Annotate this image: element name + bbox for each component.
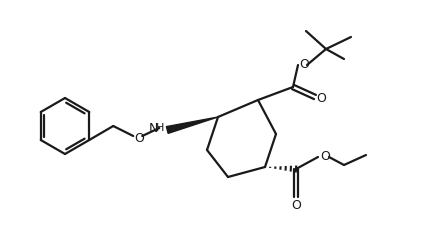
Text: O: O — [291, 199, 301, 212]
Text: N: N — [149, 121, 158, 134]
Text: H: H — [156, 122, 165, 132]
Polygon shape — [166, 117, 218, 134]
Text: O: O — [316, 92, 326, 105]
Text: O: O — [134, 131, 144, 144]
Text: O: O — [299, 57, 309, 70]
Text: O: O — [320, 150, 330, 163]
